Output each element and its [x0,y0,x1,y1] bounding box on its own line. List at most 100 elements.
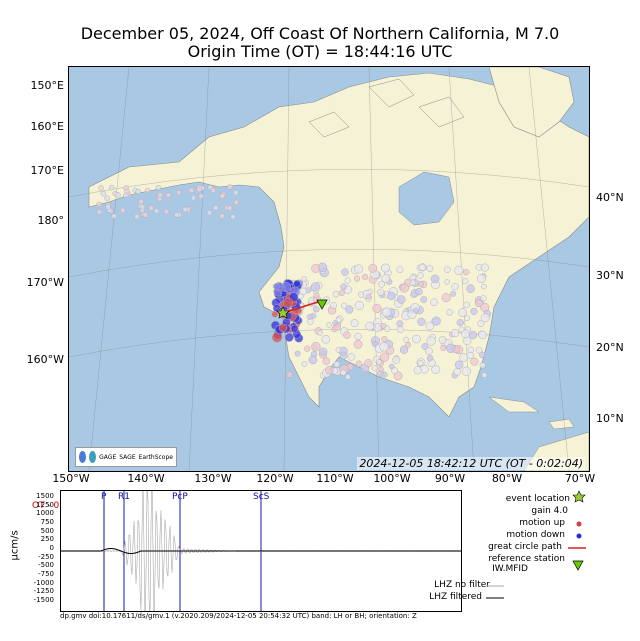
station-marker [105,204,111,210]
y-tick-label: -1000 [33,578,54,587]
station-marker [382,307,392,317]
station-marker [108,184,115,191]
station-marker [190,195,197,201]
station-marker [431,365,441,374]
station-marker [301,361,308,367]
station-marker [412,307,419,314]
sage-logo: SAGE [119,453,136,461]
station-marker [100,190,107,197]
seismogram-graphic [61,491,461,611]
gage-logo: GAGE [99,453,117,461]
station-marker [138,198,144,205]
station-marker [339,351,348,360]
station-marker [233,189,239,196]
legend-star-icon [572,490,586,503]
lon-label-left: 170°E [30,164,64,177]
station-marker [324,365,334,375]
lon-label-bottom: 130°W [194,472,232,485]
earthscope-logo: EarthScope [138,453,173,461]
y-tick-label: -1500 [33,596,54,604]
station-marker [462,278,469,285]
lon-label-bottom: 70°W [564,472,596,485]
station-marker [96,209,103,215]
station-marker [466,284,475,293]
station-marker [441,293,451,303]
lat-label-right: 20°N [596,341,624,354]
station-marker [463,301,470,309]
station-marker [96,201,102,208]
arctic-islands [308,78,465,138]
station-marker [467,346,475,354]
station-marker [475,346,483,354]
station-marker [165,192,172,198]
station-marker [188,187,195,194]
station-marker [376,359,382,365]
station-marker [480,263,489,272]
station-marker [430,298,438,306]
station-marker [353,340,363,349]
station-marker [381,336,388,343]
station-marker [431,316,441,326]
station-marker [417,317,426,326]
station-marker [451,329,460,338]
station-marker [396,266,404,274]
station-marker [198,193,204,199]
station-marker [144,187,151,194]
station-marker [322,357,331,365]
station-marker [418,263,426,271]
station-marker [353,275,361,282]
phase-label-scs: ScS [253,492,270,502]
origin-time-subtitle: Origin Time (OT) = 18:44:16 UTC [187,42,453,61]
station-marker [421,343,429,350]
station-marker [388,363,395,370]
station-marker [476,273,487,284]
station-marker [354,332,362,340]
station-marker [326,322,332,328]
station-marker [332,320,339,326]
filtered-line-icon [486,597,504,599]
station-marker [332,290,340,298]
station-marker [311,341,321,352]
station-marker [104,195,110,201]
station-map[interactable]: GAGE SAGE EarthScope 2024-12-05 18:42:12… [68,66,590,472]
lon-label-bottom: 80°W [491,472,523,485]
station-marker [301,276,308,282]
station-marker [379,352,390,362]
station-marker [219,193,225,199]
station-marker [425,347,433,355]
station-marker [461,366,472,376]
station-marker [365,294,372,300]
station-marker [142,212,149,218]
y-tick-label: 500 [40,526,54,535]
station-marker [350,319,359,328]
station-marker [333,361,340,368]
station-marker [226,205,233,211]
legend-gain: gain 4.0 [531,506,568,516]
reference-station-triangle [316,299,328,310]
station-marker [378,280,385,288]
station-marker [230,213,236,220]
station-marker [460,329,470,339]
station-marker [284,332,294,342]
hudson-bay [398,171,455,226]
station-marker [468,330,478,340]
station-marker [426,265,434,273]
y-tick-label: 1250 [36,500,54,509]
station-marker [182,206,189,213]
logo-strip: GAGE SAGE EarthScope [75,447,177,467]
station-marker [308,355,318,365]
seismogram-panel[interactable] [60,490,462,612]
motion-up-dot-icon [576,521,582,527]
y-tick-label: 0 [49,544,54,552]
lon-label-left: 170°W [26,276,64,289]
footer-citation: dp.gmv doi:10.17611/ds/gmv.1 (v.2020.209… [60,612,417,620]
station-marker [219,213,225,219]
station-marker [379,342,389,352]
station-marker [381,274,391,283]
station-marker [227,184,233,190]
station-marker [341,268,349,276]
lon-label-left: 180° [37,214,65,227]
station-marker [420,364,429,374]
station-marker [464,315,470,322]
lon-label-bottom: 140°W [127,472,165,485]
